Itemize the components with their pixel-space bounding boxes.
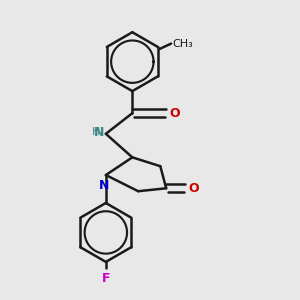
Text: CH₃: CH₃: [172, 39, 193, 49]
Text: O: O: [170, 107, 180, 120]
Text: H: H: [92, 127, 100, 137]
Text: N: N: [99, 178, 110, 192]
Text: F: F: [102, 272, 110, 285]
Text: O: O: [189, 182, 200, 195]
Text: N: N: [94, 126, 104, 140]
